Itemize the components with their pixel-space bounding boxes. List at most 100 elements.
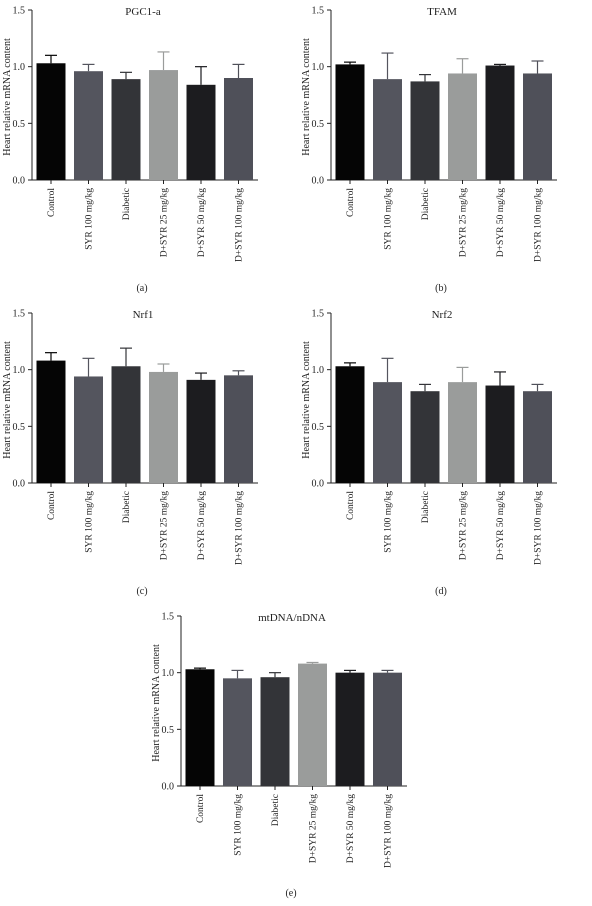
x-tick-label: Control: [346, 491, 356, 520]
x-tick-label: D+SYR 100 mg/kg: [534, 491, 544, 565]
y-axis-label: Heart relative mRNA content: [301, 38, 312, 156]
y-tick-label: 0.0: [312, 479, 325, 490]
bar: [335, 366, 365, 483]
x-tick-label: Diabetic: [421, 491, 431, 523]
bar: [111, 366, 141, 483]
bar: [485, 65, 515, 180]
bar: [298, 663, 327, 786]
y-tick-label: 0.5: [13, 119, 26, 130]
x-tick-label: Diabetic: [271, 794, 281, 826]
x-tick-label: D+SYR 50 mg/kg: [197, 188, 207, 257]
bar: [74, 71, 103, 180]
y-tick-label: 1.5: [13, 6, 26, 17]
x-tick-label: D+SYR 100 mg/kg: [534, 188, 544, 262]
y-axis-label: Heart relative mRNA content: [2, 341, 13, 459]
x-tick-label: Diabetic: [421, 188, 431, 220]
bar: [224, 78, 253, 180]
x-tick-label: Control: [47, 188, 57, 217]
x-tick-label: D+SYR 100 mg/kg: [384, 794, 394, 868]
x-tick-label: D+SYR 25 mg/kg: [309, 794, 319, 863]
bar: [523, 73, 552, 180]
panel-label: (a): [136, 283, 147, 294]
y-tick-label: 1.5: [312, 6, 325, 17]
chart-b: TFAM Heart relative mRNA content (b) 0.0…: [301, 6, 557, 294]
x-tick-label: D+SYR 25 mg/kg: [459, 491, 469, 560]
x-tick-label: D+SYR 100 mg/kg: [235, 188, 245, 262]
y-tick-label: 1.0: [312, 365, 325, 376]
x-tick-label: SYR 100 mg/kg: [234, 794, 244, 856]
plot-area: 0.0 0.5 1.0 1.5 Control SYR 100 mg/kg Diabetic…: [13, 309, 258, 565]
x-tick-label: SYR 100 mg/kg: [85, 188, 95, 250]
y-axis-label: Heart relative mRNA content: [151, 644, 162, 762]
bar: [36, 63, 66, 181]
panel-label: (d): [435, 586, 447, 597]
x-tick-label: D+SYR 50 mg/kg: [496, 188, 506, 257]
bar: [335, 64, 365, 180]
bar: [149, 371, 178, 483]
chart-e: mtDNA/nDNA Heart relative mRNA content (…: [151, 612, 407, 899]
x-tick-label: D+SYR 25 mg/kg: [459, 188, 469, 257]
bar: [260, 677, 290, 786]
bar: [373, 79, 402, 180]
x-tick-label: Control: [346, 188, 356, 217]
bar: [186, 84, 216, 180]
y-tick-label: 0.5: [312, 119, 325, 130]
plot-area: 0.0 0.5 1.0 1.5 Control SYR 100 mg/kg Diabetic…: [13, 6, 258, 262]
y-axis-label: Heart relative mRNA content: [2, 38, 13, 156]
y-axis-label: Heart relative mRNA content: [301, 341, 312, 459]
y-tick-label: 0.5: [312, 422, 325, 433]
bar: [448, 73, 477, 180]
plot-area: 0.0 0.5 1.0 1.5 Control SYR 100 mg/kg Diabetic…: [162, 612, 407, 868]
y-tick-label: 1.5: [162, 612, 175, 623]
y-tick-label: 1.0: [13, 62, 26, 73]
y-tick-label: 0.5: [162, 725, 175, 736]
x-tick-label: Control: [47, 491, 57, 520]
x-tick-label: SYR 100 mg/kg: [85, 491, 95, 553]
bar: [149, 70, 178, 180]
x-tick-label: D+SYR 100 mg/kg: [235, 491, 245, 565]
bar: [111, 79, 141, 180]
bar: [410, 81, 440, 180]
bar: [448, 382, 477, 483]
chart-title: PGC1-a: [125, 6, 161, 18]
y-tick-label: 1.5: [13, 309, 26, 320]
y-tick-label: 0.5: [13, 422, 26, 433]
bar: [373, 382, 402, 483]
panel-label: (b): [435, 283, 447, 294]
bar: [224, 375, 253, 483]
chart-title: Nrf1: [133, 309, 154, 321]
chart-title: TFAM: [427, 6, 457, 18]
x-tick-label: D+SYR 25 mg/kg: [160, 491, 170, 560]
bar: [410, 391, 440, 483]
y-tick-label: 0.0: [13, 176, 26, 187]
y-tick-label: 0.0: [162, 782, 175, 793]
y-tick-label: 0.0: [13, 479, 26, 490]
x-tick-label: SYR 100 mg/kg: [384, 491, 394, 553]
y-tick-label: 1.5: [312, 309, 325, 320]
panel-label: (c): [136, 586, 147, 597]
bar: [185, 669, 215, 786]
y-tick-label: 1.0: [162, 668, 175, 679]
y-tick-label: 1.0: [13, 365, 26, 376]
plot-area: 0.0 0.5 1.0 1.5 Control SYR 100 mg/kg Diabetic…: [312, 6, 557, 262]
x-tick-label: D+SYR 25 mg/kg: [160, 188, 170, 257]
x-tick-label: D+SYR 50 mg/kg: [496, 491, 506, 560]
bar: [485, 385, 515, 483]
panel-label: (e): [285, 888, 296, 899]
bar: [523, 391, 552, 483]
chart-title: Nrf2: [432, 309, 453, 321]
y-tick-label: 0.0: [312, 176, 325, 187]
chart-d: Nrf2 Heart relative mRNA content (d) 0.0…: [301, 309, 557, 597]
x-tick-label: Diabetic: [122, 188, 132, 220]
plot-area: 0.0 0.5 1.0 1.5 Control SYR 100 mg/kg Diabetic…: [312, 309, 557, 565]
chart-c: Nrf1 Heart relative mRNA content (c) 0.0…: [2, 309, 258, 597]
chart-title: mtDNA/nDNA: [258, 612, 326, 624]
x-tick-label: D+SYR 50 mg/kg: [197, 491, 207, 560]
bar: [186, 379, 216, 483]
x-tick-label: Diabetic: [122, 491, 132, 523]
bar: [373, 672, 402, 786]
x-tick-label: D+SYR 50 mg/kg: [346, 794, 356, 863]
bar: [223, 678, 252, 786]
